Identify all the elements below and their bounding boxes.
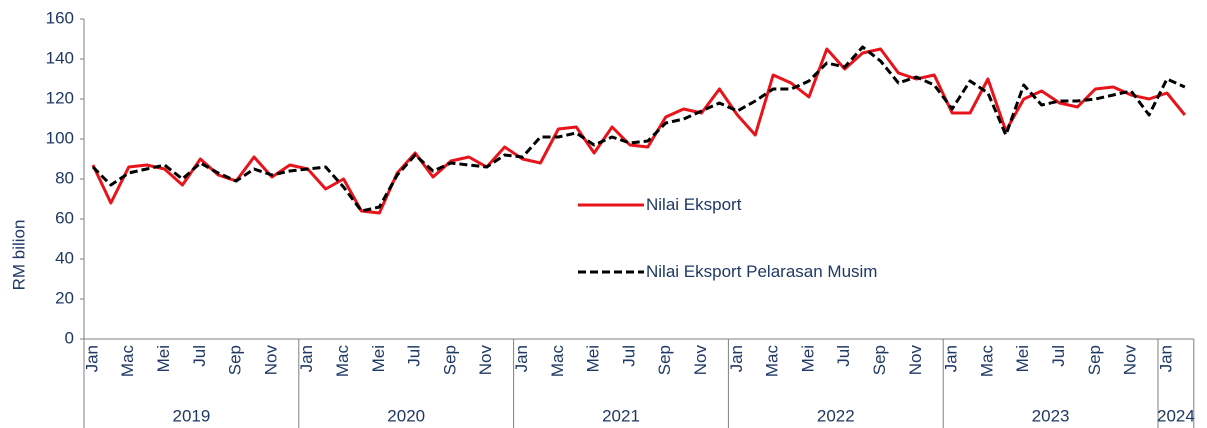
legend-label: Nilai Eksport [646, 195, 742, 214]
x-tick-label: Mac [763, 345, 782, 378]
year-label: 2020 [387, 406, 425, 425]
x-tick-label: Mac [977, 345, 996, 378]
x-tick-label: Mac [333, 345, 352, 378]
year-label: 2021 [602, 406, 640, 425]
x-tick-label: Sep [870, 345, 889, 375]
x-tick-label: Nov [906, 345, 925, 376]
x-tick-label: Jul [834, 345, 853, 367]
x-tick-label: Mei [154, 345, 173, 372]
x-tick-label: Jan [512, 345, 531, 372]
x-tick-label: Jul [619, 345, 638, 367]
x-tick-label: Sep [440, 345, 459, 375]
y-tick-label: 40 [55, 248, 74, 267]
y-tick-label: 20 [55, 288, 74, 307]
x-tick-label: Mac [118, 345, 137, 378]
year-label: 2023 [1032, 406, 1070, 425]
x-tick-label: Jul [405, 345, 424, 367]
series-line [91, 47, 1187, 215]
y-tick-label: 100 [46, 128, 74, 147]
x-tick-label: Mei [1013, 345, 1032, 372]
x-tick-label: Mei [369, 345, 388, 372]
x-tick-label: Mei [584, 345, 603, 372]
x-tick-label: Jan [727, 345, 746, 372]
x-tick-label: Jul [190, 345, 209, 367]
x-tick-label: Sep [1085, 345, 1104, 375]
year-label: 2022 [817, 406, 855, 425]
series-line [91, 45, 1186, 213]
legend-label: Nilai Eksport Pelarasan Musim [646, 262, 878, 281]
year-label: 2019 [172, 406, 210, 425]
x-tick-label: Mei [798, 345, 817, 372]
x-tick-label: Nov [476, 345, 495, 376]
y-tick-label: 140 [46, 48, 74, 67]
x-tick-label: Mac [548, 345, 567, 378]
x-tick-label: Sep [655, 345, 674, 375]
y-axis-label: RM bilion [9, 220, 28, 291]
x-tick-label: Nov [691, 345, 710, 376]
y-tick-label: 120 [46, 88, 74, 107]
x-tick-label: Jan [82, 345, 101, 372]
year-label: 2024 [1157, 406, 1195, 425]
x-tick-label: Jan [942, 345, 961, 372]
x-tick-label: Nov [1121, 345, 1140, 376]
x-tick-label: Nov [261, 345, 280, 376]
x-tick-label: Sep [226, 345, 245, 375]
y-tick-label: 60 [55, 208, 74, 227]
x-tick-label: Jan [1156, 345, 1175, 372]
y-tick-label: 80 [55, 168, 74, 187]
y-tick-label: 0 [65, 328, 74, 347]
x-tick-label: Jul [1049, 345, 1068, 367]
x-tick-label: Jan [297, 345, 316, 372]
y-tick-label: 160 [46, 8, 74, 27]
